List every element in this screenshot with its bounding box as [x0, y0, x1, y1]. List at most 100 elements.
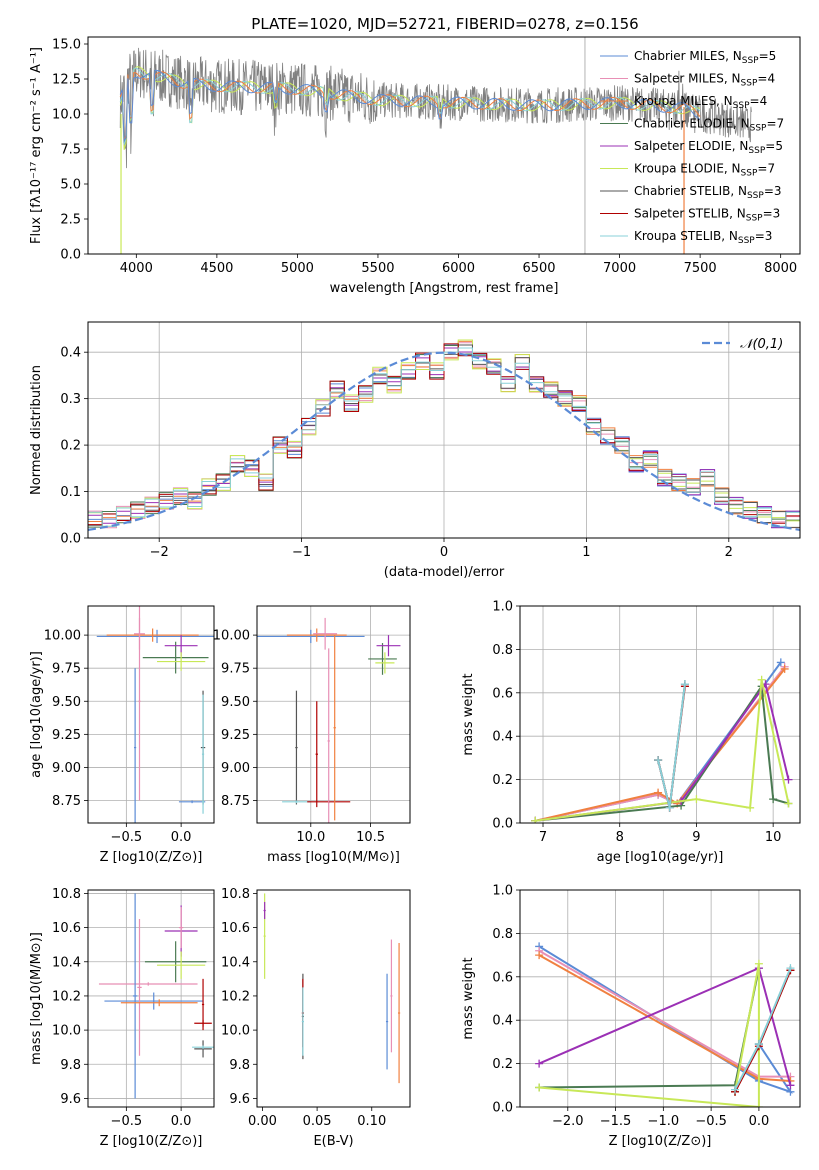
weight-marker	[654, 756, 663, 765]
legend-label: Kroupa STELIB, NSSP=3	[634, 229, 772, 246]
x-tick-label: 2	[725, 545, 733, 560]
plot-area	[531, 658, 793, 823]
legend-label: Kroupa ELODIE, NSSP=7	[634, 162, 775, 179]
y-tick-label: 9.50	[52, 695, 81, 710]
x-tick-label: −0.5	[111, 1114, 143, 1129]
weight-vs-Z-panel: −2.0 −1.5 −1.0 −0.5 0.0 0.0 0.2 0.4 0.6 0.8 1.0 Z […	[461, 884, 801, 1149]
x-tick-label: 6000	[442, 261, 475, 276]
y-tick-label: 10.2	[221, 989, 250, 1004]
weight-line	[538, 945, 793, 1094]
x-tick-label: 5000	[281, 261, 314, 276]
y-axis-label: Normed distribution	[29, 365, 44, 495]
weight-marker	[746, 803, 755, 812]
x-tick-label: 0.10	[357, 1114, 386, 1129]
gaussian-curve	[88, 351, 800, 531]
y-tick-label: 9.75	[52, 662, 81, 677]
weight-marker	[769, 795, 778, 804]
weight-line	[535, 668, 786, 822]
model-spectrum-line	[119, 69, 701, 144]
x-tick-label: 0.0	[749, 1114, 770, 1129]
weight-marker	[754, 1103, 763, 1107]
x-tick-label: 4000	[120, 261, 153, 276]
y-tick-label: 9.8	[229, 1058, 250, 1073]
y-tick-label: 0.8	[492, 643, 513, 658]
y-axis-label: Flux [fλ10⁻¹⁷ erg cm⁻² s⁻¹ A⁻¹]	[29, 47, 44, 244]
y-tick-label: 10.8	[52, 887, 81, 902]
y-tick-label: 7.5	[60, 143, 81, 158]
y-tick-label: 0.2	[492, 1057, 513, 1072]
legend-label: Salpeter MILES, NSSP=4	[634, 72, 775, 89]
x-tick-label: 9	[692, 830, 700, 845]
x-tick-label: 10.0	[296, 830, 325, 845]
x-tick-label: 0.05	[303, 1114, 332, 1129]
mass-vs-Z-panel: −0.5 0.0 9.6 9.8 10.0 10.2 10.4 10.6 10.8 Z [log1…	[29, 887, 215, 1149]
weight-marker	[754, 959, 763, 968]
weight-marker	[784, 775, 793, 784]
weight-marker	[731, 1085, 740, 1094]
x-axis-label: E(B-V)	[313, 1134, 353, 1149]
weight-marker	[531, 816, 540, 823]
y-tick-label: 0.3	[60, 392, 81, 407]
y-tick-label: 12.5	[52, 73, 81, 88]
y-tick-label: 8.75	[52, 794, 81, 809]
x-axis-label: (data-model)/error	[384, 565, 505, 580]
weight-marker	[757, 675, 766, 684]
y-tick-label: 9.00	[221, 761, 250, 776]
axes-frame	[87, 605, 215, 824]
weight-marker	[680, 680, 689, 689]
axes-frame	[87, 889, 215, 1108]
x-tick-label: 10.5	[356, 830, 385, 845]
x-tick-label: 0.0	[171, 830, 192, 845]
axes-frame	[87, 321, 801, 539]
axes-frame	[256, 605, 411, 824]
y-tick-label: 10.00	[213, 629, 250, 644]
weight-marker	[654, 788, 663, 797]
y-tick-label: 10.0	[52, 108, 81, 123]
y-tick-label: 0.4	[492, 1014, 513, 1029]
weight-marker	[784, 799, 793, 808]
plot-area	[263, 893, 401, 1084]
y-tick-label: 10.2	[52, 989, 81, 1004]
y-tick-label: 0.2	[60, 439, 81, 454]
x-tick-label: −1.0	[648, 1114, 680, 1129]
x-tick-label: 0.00	[248, 1114, 277, 1129]
y-tick-label: 10.0	[52, 1024, 81, 1039]
x-tick-label: −1.5	[600, 1114, 632, 1129]
residual-histogram-panel: −2 −1 0 1 2 0.0 0.1 0.2 0.3 0.4 (data-model)/error…	[29, 321, 801, 580]
y-tick-label: 0.1	[60, 485, 81, 500]
y-tick-label: 0.0	[60, 532, 81, 547]
x-tick-label: 0	[440, 545, 448, 560]
y-tick-label: 0.8	[492, 927, 513, 942]
figure-title: PLATE=1020, MJD=52721, FIBERID=0278, z=0…	[251, 15, 638, 33]
x-tick-label: −0.5	[695, 1114, 727, 1129]
y-tick-label: 0.0	[492, 1101, 513, 1116]
y-tick-label: 10.6	[52, 921, 81, 936]
plot-area	[88, 339, 800, 531]
weight-marker	[692, 795, 701, 804]
x-tick-label: −1	[292, 545, 311, 560]
y-tick-label: 0.6	[492, 686, 513, 701]
x-tick-label: 10	[765, 830, 782, 845]
y-axis-label: age [log10(age/yr)]	[29, 651, 44, 778]
x-tick-label: 7	[539, 830, 547, 845]
y-tick-label: 0.0	[60, 248, 81, 263]
histogram-series	[88, 347, 800, 527]
weight-marker	[535, 1083, 544, 1092]
model-spectrum-line	[119, 71, 701, 141]
plot-area	[535, 942, 795, 1107]
legend-label: Chabrier MILES, NSSP=5	[634, 49, 776, 66]
y-tick-label: 5.0	[60, 178, 81, 193]
x-tick-label: 8000	[764, 261, 797, 276]
x-axis-label: Z [log10(Z/Z⊙)]	[100, 850, 203, 865]
weight-marker	[780, 664, 789, 673]
age-vs-mass-panel: 10.0 10.5 8.75 9.00 9.25 9.50 9.75 10.00 mass [l…	[213, 605, 411, 865]
plot-area	[257, 617, 401, 823]
y-tick-label: 9.25	[221, 728, 250, 743]
x-tick-label: 1	[582, 545, 590, 560]
y-tick-label: 10.0	[221, 1024, 250, 1039]
x-tick-label: 0.0	[171, 1114, 192, 1129]
x-tick-label: −0.5	[111, 830, 143, 845]
y-tick-label: 8.75	[221, 794, 250, 809]
weight-marker	[535, 951, 544, 960]
